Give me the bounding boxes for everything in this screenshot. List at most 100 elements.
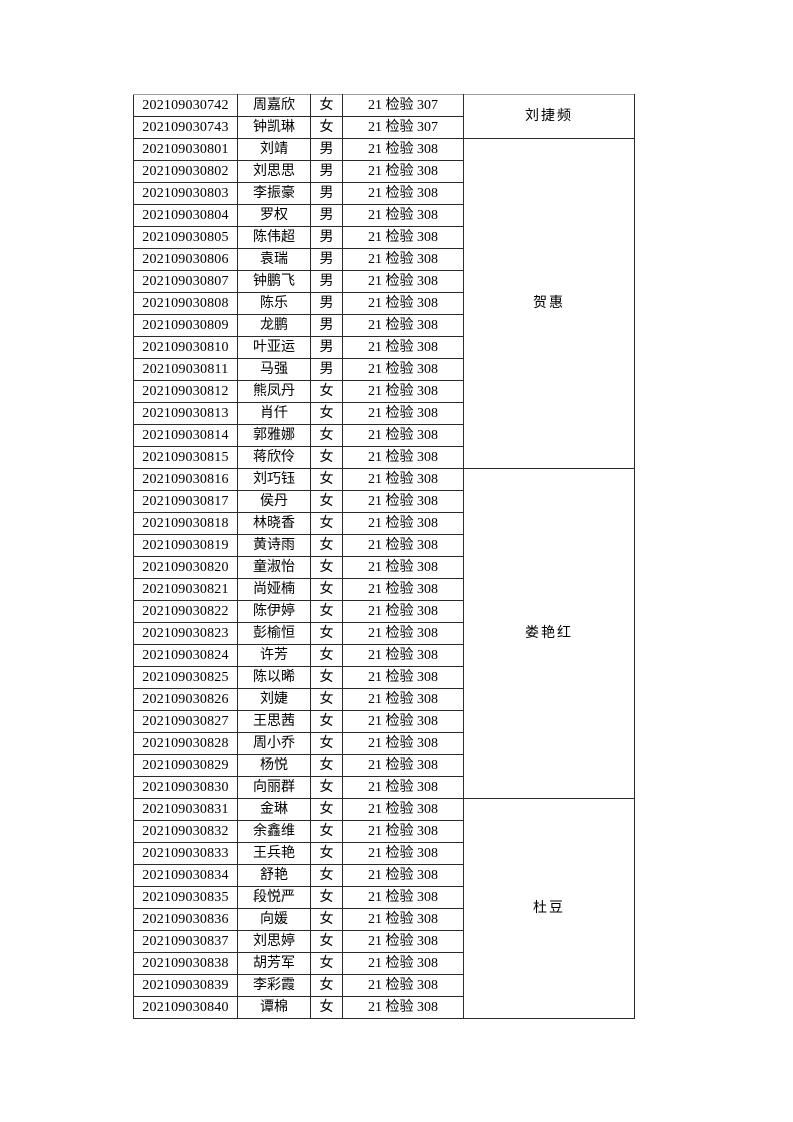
cell-gender: 女 bbox=[310, 798, 343, 821]
cell-student-id: 202109030815 bbox=[133, 446, 238, 469]
cell-student-id: 202109030832 bbox=[133, 820, 238, 843]
cell-student-id: 202109030812 bbox=[133, 380, 238, 403]
cell-class: 21 检验 308 bbox=[342, 402, 464, 425]
cell-class: 21 检验 308 bbox=[342, 490, 464, 513]
cell-gender: 女 bbox=[310, 930, 343, 953]
cell-student-name: 刘思思 bbox=[237, 160, 311, 183]
cell-gender: 男 bbox=[310, 138, 343, 161]
cell-class: 21 检验 308 bbox=[342, 226, 464, 249]
cell-student-name: 刘巧钰 bbox=[237, 468, 311, 491]
cell-class: 21 检验 308 bbox=[342, 886, 464, 909]
cell-gender: 女 bbox=[310, 402, 343, 425]
table-row: 202109030836 向媛女 21 检验 308 bbox=[133, 908, 635, 931]
cell-student-name: 马强 bbox=[237, 358, 311, 381]
cell-gender: 女 bbox=[310, 974, 343, 997]
cell-gender: 女 bbox=[310, 688, 343, 711]
cell-class: 21 检验 308 bbox=[342, 930, 464, 953]
cell-class: 21 检验 308 bbox=[342, 182, 464, 205]
table-row: 202109030835 段悦严女 21 检验 308 bbox=[133, 886, 635, 909]
cell-gender: 女 bbox=[310, 820, 343, 843]
cell-gender: 女 bbox=[310, 710, 343, 733]
cell-student-name: 陈以晞 bbox=[237, 666, 311, 689]
cell-student-name: 向媛 bbox=[237, 908, 311, 931]
cell-gender: 男 bbox=[310, 160, 343, 183]
table-row: 202109030831 金琳女 21 检验 308 杜豆 bbox=[133, 798, 635, 1019]
cell-class: 21 检验 308 bbox=[342, 754, 464, 777]
cell-class: 21 检验 308 bbox=[342, 424, 464, 447]
cell-class: 21 检验 308 bbox=[342, 776, 464, 799]
cell-class: 21 检验 308 bbox=[342, 908, 464, 931]
cell-student-name: 刘思婷 bbox=[237, 930, 311, 953]
cell-student-name: 钟鹏飞 bbox=[237, 270, 311, 293]
cell-class: 21 检验 308 bbox=[342, 512, 464, 535]
cell-student-name: 罗权 bbox=[237, 204, 311, 227]
cell-gender: 男 bbox=[310, 270, 343, 293]
cell-gender: 女 bbox=[310, 94, 343, 117]
table-row: 202109030809 龙鹏男 21 检验 308 bbox=[133, 314, 635, 337]
cell-gender: 男 bbox=[310, 204, 343, 227]
cell-class: 21 检验 307 bbox=[342, 116, 464, 139]
table-row: 202109030816 刘巧钰女 21 检验 308 娄艳红 bbox=[133, 468, 635, 799]
cell-gender: 女 bbox=[310, 556, 343, 579]
table-row: 202109030801 刘靖男 21 检验 308 贺惠 bbox=[133, 138, 635, 469]
cell-gender: 男 bbox=[310, 292, 343, 315]
cell-student-id: 202109030824 bbox=[133, 644, 238, 667]
cell-student-id: 202109030827 bbox=[133, 710, 238, 733]
cell-gender: 女 bbox=[310, 732, 343, 755]
cell-student-name: 童淑怡 bbox=[237, 556, 311, 579]
cell-student-name: 熊凤丹 bbox=[237, 380, 311, 403]
cell-student-name: 谭棉 bbox=[237, 996, 311, 1019]
cell-student-name: 尚娅楠 bbox=[237, 578, 311, 601]
cell-gender: 男 bbox=[310, 314, 343, 337]
cell-student-id: 202109030804 bbox=[133, 204, 238, 227]
cell-student-id: 202109030829 bbox=[133, 754, 238, 777]
table-row: 202109030807 钟鹏飞男 21 检验 308 bbox=[133, 270, 635, 293]
roster-table-body: 202109030742 周嘉欣女 21 检验 307 刘捷频 202109030743… bbox=[133, 94, 635, 1019]
cell-student-name: 陈伟超 bbox=[237, 226, 311, 249]
cell-student-id: 202109030828 bbox=[133, 732, 238, 755]
cell-student-id: 202109030837 bbox=[133, 930, 238, 953]
cell-student-id: 202109030833 bbox=[133, 842, 238, 865]
cell-student-name: 李彩霞 bbox=[237, 974, 311, 997]
cell-class: 21 检验 308 bbox=[342, 336, 464, 359]
cell-student-id: 202109030816 bbox=[133, 468, 238, 491]
cell-gender: 男 bbox=[310, 358, 343, 381]
table-row: 202109030824 许芳女 21 检验 308 bbox=[133, 644, 635, 667]
cell-gender: 女 bbox=[310, 424, 343, 447]
cell-student-id: 202109030817 bbox=[133, 490, 238, 513]
table-row: 202109030837 刘思婷女 21 检验 308 bbox=[133, 930, 635, 953]
table-row: 202109030810 叶亚运男 21 检验 308 bbox=[133, 336, 635, 359]
cell-class: 21 检验 308 bbox=[342, 204, 464, 227]
cell-student-id: 202109030810 bbox=[133, 336, 238, 359]
cell-student-name: 胡芳军 bbox=[237, 952, 311, 975]
cell-class: 21 检验 308 bbox=[342, 314, 464, 337]
cell-gender: 女 bbox=[310, 842, 343, 865]
cell-gender: 女 bbox=[310, 754, 343, 777]
cell-class: 21 检验 308 bbox=[342, 358, 464, 381]
cell-class: 21 检验 308 bbox=[342, 732, 464, 755]
cell-class: 21 检验 308 bbox=[342, 292, 464, 315]
table-row: 202109030838 胡芳军女 21 检验 308 bbox=[133, 952, 635, 975]
cell-class: 21 检验 308 bbox=[342, 622, 464, 645]
cell-gender: 女 bbox=[310, 116, 343, 139]
cell-gender: 女 bbox=[310, 622, 343, 645]
cell-gender: 女 bbox=[310, 468, 343, 491]
table-row: 202109030805 陈伟超男 21 检验 308 bbox=[133, 226, 635, 249]
cell-student-id: 202109030821 bbox=[133, 578, 238, 601]
cell-class: 21 检验 308 bbox=[342, 138, 464, 161]
cell-student-id: 202109030839 bbox=[133, 974, 238, 997]
cell-student-id: 202109030836 bbox=[133, 908, 238, 931]
cell-student-name: 刘婕 bbox=[237, 688, 311, 711]
cell-student-id: 202109030813 bbox=[133, 402, 238, 425]
table-row: 202109030826 刘婕女 21 检验 308 bbox=[133, 688, 635, 711]
cell-student-id: 202109030823 bbox=[133, 622, 238, 645]
cell-class: 21 检验 308 bbox=[342, 248, 464, 271]
cell-student-id: 202109030808 bbox=[133, 292, 238, 315]
table-row: 202109030812 熊凤丹女 21 检验 308 bbox=[133, 380, 635, 403]
cell-student-name: 王思茜 bbox=[237, 710, 311, 733]
cell-gender: 女 bbox=[310, 380, 343, 403]
cell-class: 21 检验 307 bbox=[342, 94, 464, 117]
cell-student-name: 黄诗雨 bbox=[237, 534, 311, 557]
cell-teacher: 贺惠 bbox=[463, 138, 635, 469]
cell-gender: 女 bbox=[310, 908, 343, 931]
